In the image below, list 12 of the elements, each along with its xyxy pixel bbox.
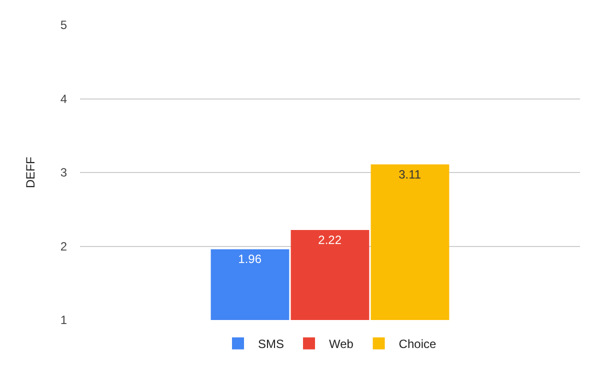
data-label: 2.22: [318, 233, 342, 248]
y-tick-label: 1: [60, 313, 68, 328]
y-tick-label: 2: [60, 239, 68, 254]
data-label: 1.96: [238, 252, 262, 266]
y-axis-title: DEFF: [24, 156, 38, 188]
legend-label: Web: [329, 337, 354, 352]
data-label: 3.11: [398, 167, 422, 182]
y-tick-label: 5: [60, 18, 68, 32]
y-tick-label: 3: [60, 166, 68, 180]
y-tick-label: 4: [60, 92, 68, 106]
legend-label: SMS: [258, 337, 284, 352]
legend-label: Choice: [398, 337, 436, 352]
